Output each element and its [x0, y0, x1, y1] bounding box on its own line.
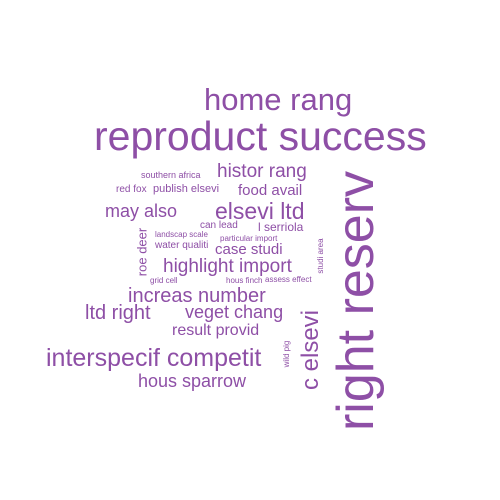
- word-elsevi-ltd: elsevi ltd: [215, 198, 305, 224]
- word-can-lead: can lead: [200, 220, 238, 231]
- word-c-elsevi: c elsevi: [297, 309, 324, 391]
- word-grid-cell: grid cell: [150, 276, 178, 285]
- word-water-qualiti: water qualiti: [155, 240, 209, 251]
- word-hous-sparrow: hous sparrow: [138, 371, 247, 391]
- word-result-provid: result provid: [172, 322, 260, 339]
- word-hous-finch: hous finch: [226, 276, 263, 285]
- word-interspecif-competit: interspecif competit: [46, 344, 262, 372]
- word-publish-elsevi: publish elsevi: [153, 183, 220, 195]
- word-histor-rang: histor rang: [217, 161, 307, 182]
- word-roe-deer: roe deer: [134, 227, 150, 277]
- word-food-avail: food avail: [238, 182, 303, 199]
- word-studi-area: studi area: [316, 238, 325, 274]
- word-l-serriola: l serriola: [258, 220, 304, 234]
- word-reproduct-success: reproduct success: [94, 113, 427, 159]
- word-particular-import: particular import: [220, 234, 278, 243]
- word-red-fox: red fox: [116, 184, 147, 195]
- word-veget-chang: veget chang: [185, 302, 284, 322]
- word-right-reserv: right reserv: [327, 170, 385, 432]
- word-ltd-right: ltd right: [85, 302, 151, 324]
- word-increas-number: increas number: [128, 285, 266, 307]
- word-case-studi: case studi: [215, 241, 283, 258]
- word-assess-effect: assess effect: [265, 275, 312, 284]
- word-southern-africa: southern africa: [141, 170, 201, 180]
- word-home-rang: home rang: [204, 82, 353, 117]
- word-highlight-import: highlight import: [163, 256, 292, 277]
- word-may-also: may also: [105, 201, 178, 221]
- word-wild-pig: wild pig: [282, 340, 291, 368]
- word-landscap-scale: landscap scale: [155, 230, 208, 239]
